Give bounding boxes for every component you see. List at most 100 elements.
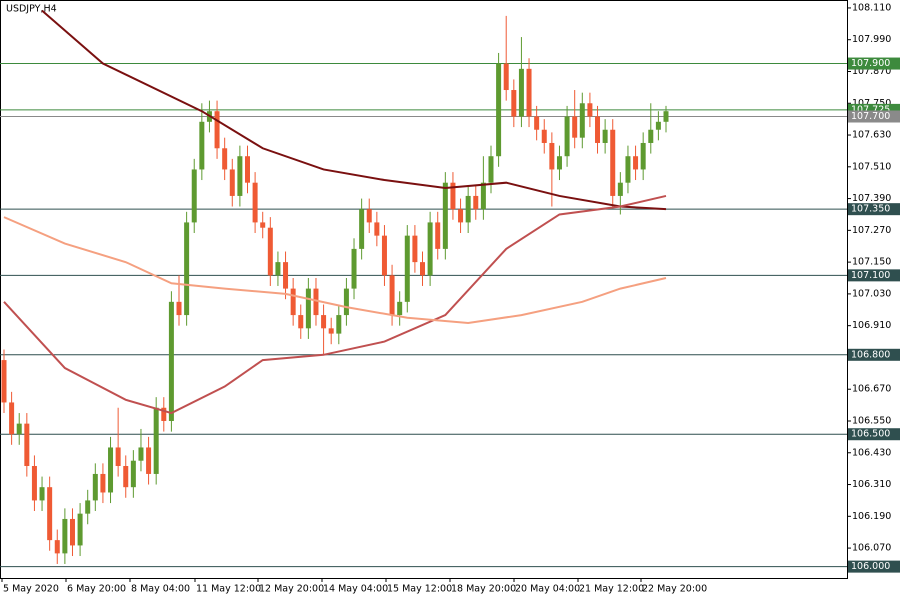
candle-body — [138, 447, 144, 461]
candle-body — [24, 423, 30, 467]
candle-body — [526, 68, 532, 117]
y-tick-label: 107.390 — [852, 193, 891, 204]
candle-body — [108, 447, 114, 493]
x-tick-label: 12 May 20:00 — [259, 584, 324, 595]
y-tick-label: 107.270 — [852, 225, 891, 236]
candle-body — [488, 156, 494, 183]
candle-body — [617, 182, 623, 196]
candle-body — [648, 129, 654, 143]
moving-average — [41, 9, 667, 211]
candle-body — [153, 407, 159, 474]
candle-body — [100, 473, 106, 493]
candle-body — [458, 209, 464, 223]
candle-body — [16, 423, 22, 435]
candle-body — [92, 473, 98, 501]
candle-body — [564, 116, 570, 157]
candle-body — [640, 142, 646, 170]
x-tick-label: 8 May 04:00 — [131, 584, 190, 595]
candle-body — [146, 447, 152, 474]
candle-body — [518, 68, 524, 117]
candle-body — [305, 288, 311, 329]
candle-body — [343, 288, 349, 316]
candle-body — [298, 315, 304, 329]
candle-body — [85, 500, 91, 514]
y-tick-label: 108.110 — [852, 2, 891, 13]
y-tick-label: 107.750 — [852, 98, 891, 109]
y-tick-label: 107.510 — [852, 161, 891, 172]
candle-body — [130, 460, 136, 488]
y-tick-label: 107.870 — [852, 66, 891, 77]
x-tick-label: 21 May 12:00 — [579, 584, 644, 595]
x-tick-label: 15 May 12:00 — [387, 584, 452, 595]
x-tick-label: 5 May 2020 — [3, 584, 59, 595]
candle-body — [610, 129, 616, 196]
candle-body — [229, 169, 235, 196]
candle-body — [503, 63, 509, 91]
candle-body — [191, 169, 197, 223]
candle-body — [290, 288, 296, 316]
candle-body — [412, 235, 418, 263]
y-tick-label: 106.070 — [852, 543, 891, 554]
level-label-box — [848, 428, 900, 441]
candle-body — [450, 182, 456, 210]
candle-body — [336, 315, 342, 334]
level-label: 106.800 — [851, 349, 890, 360]
level-label: 107.700 — [851, 111, 890, 122]
candle-body — [275, 262, 281, 276]
y-tick-label: 106.550 — [852, 415, 891, 426]
candle-body — [1, 360, 7, 403]
candle-body — [556, 156, 562, 170]
candle-body — [404, 235, 410, 302]
candle-body — [237, 156, 243, 196]
candle-body — [435, 222, 441, 249]
candle-body — [633, 156, 639, 170]
candle-body — [77, 513, 83, 546]
level-label-box — [848, 348, 900, 361]
candle-body — [602, 129, 608, 143]
level-label: 107.900 — [851, 58, 890, 69]
candle-body — [222, 148, 228, 170]
y-tick-label: 106.910 — [852, 320, 891, 331]
candle-body — [69, 518, 75, 546]
candle-body — [549, 142, 555, 170]
candle-body — [427, 222, 433, 276]
y-tick-label: 107.990 — [852, 34, 891, 45]
level-label: 106.000 — [851, 561, 890, 572]
candle-body — [283, 262, 289, 289]
candle-body — [184, 222, 190, 316]
candle-body — [313, 288, 319, 316]
candle-body — [572, 116, 578, 138]
candle-body — [199, 121, 205, 170]
candle-body — [351, 248, 357, 289]
candle-body — [511, 90, 517, 117]
level-label: 106.500 — [851, 429, 890, 440]
candle-body — [328, 328, 334, 334]
x-tick-label: 11 May 12:00 — [196, 584, 261, 595]
candle-body — [168, 301, 174, 421]
chart-title: USDJPY,H4 — [6, 4, 57, 15]
candle-body — [595, 116, 601, 143]
level-label-box — [848, 110, 900, 123]
y-tick-label: 106.670 — [852, 384, 891, 395]
candle-body — [123, 466, 129, 488]
candle-body — [655, 121, 661, 130]
candle-body — [579, 103, 585, 138]
moving-average — [3, 216, 667, 325]
candle-body — [54, 540, 60, 554]
candle-body — [359, 209, 365, 249]
y-tick-label: 107.630 — [852, 130, 891, 141]
plot-frame — [0, 0, 848, 579]
candle-body — [473, 195, 479, 210]
candle-body — [587, 103, 593, 117]
candle-body — [321, 315, 327, 329]
candle-body — [480, 182, 486, 210]
candle-body — [260, 222, 266, 228]
candle-body — [496, 63, 502, 157]
level-label: 107.725 — [851, 104, 890, 115]
candle-body — [244, 156, 250, 183]
candle-body — [267, 227, 273, 276]
candle-body — [252, 182, 258, 223]
y-tick-label: 106.310 — [852, 479, 891, 490]
candle-body — [420, 262, 426, 276]
